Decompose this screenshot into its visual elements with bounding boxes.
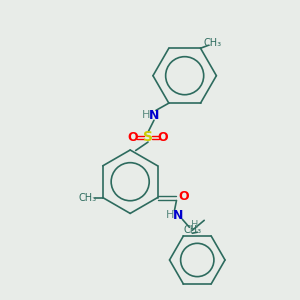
Text: N: N (149, 109, 159, 122)
Text: N: N (173, 209, 184, 222)
Text: H: H (142, 110, 150, 120)
Text: CH₃: CH₃ (79, 193, 97, 202)
Text: CH₃: CH₃ (183, 225, 201, 235)
Text: O: O (178, 190, 189, 203)
Text: O: O (158, 130, 168, 144)
Text: O: O (128, 130, 139, 144)
Text: S: S (143, 130, 153, 144)
Text: H: H (190, 220, 198, 230)
Text: CH₃: CH₃ (203, 38, 221, 48)
Text: H: H (166, 210, 175, 220)
